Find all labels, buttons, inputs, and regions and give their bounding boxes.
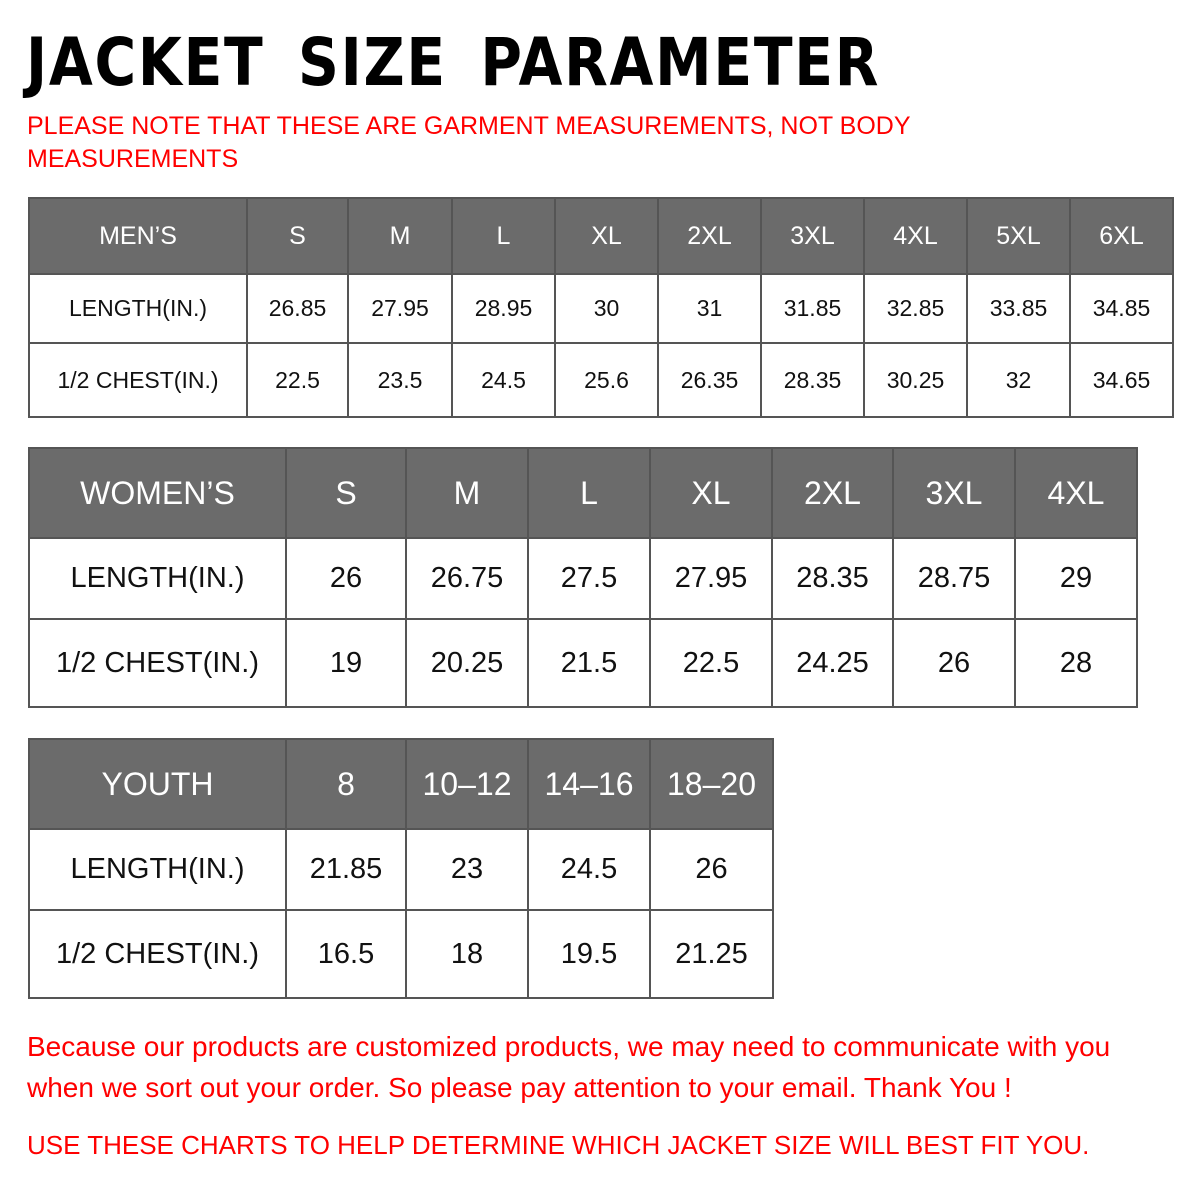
customization-notice: Because our products are customized prod…	[27, 1031, 1111, 1103]
table-row: LENGTH(IN.) 26.85 27.95 28.95 30 31 31.85 32.85…	[28, 273, 1174, 344]
measurement-value: 28	[1014, 618, 1138, 708]
measurement-value: 31.85	[760, 273, 865, 344]
measurement-value: 28.95	[451, 273, 556, 344]
category-label: WOMEN’S	[28, 447, 287, 539]
table-row: 1/2 CHEST(IN.) 19 20.25 21.5 22.5 24.25 26 28	[28, 618, 1138, 708]
measurement-value: 34.65	[1069, 342, 1174, 418]
size-header: 6XL	[1069, 197, 1174, 275]
womens-size-table: WOMEN’S S M L XL 2XL 3XL 4XL LENGTH(IN.) 26 26.75 2…	[28, 447, 1138, 708]
fit-advice: USE THESE CHARTS TO HELP DETERMINE WHICH…	[27, 1130, 1090, 1160]
measurement-value: 22.5	[246, 342, 349, 418]
measurement-value: 26	[649, 828, 774, 911]
measurement-label: 1/2 CHEST(IN.)	[28, 618, 287, 708]
size-header: S	[285, 447, 407, 539]
measurement-value: 27.95	[649, 537, 773, 620]
size-header: 5XL	[966, 197, 1071, 275]
measurement-label: LENGTH(IN.)	[28, 273, 248, 344]
page-title: JACKET SIZE PARAMETER	[26, 24, 881, 101]
measurement-value: 30	[554, 273, 659, 344]
header-row: WOMEN’S S M L XL 2XL 3XL 4XL	[28, 447, 1138, 539]
measurement-value: 26.75	[405, 537, 529, 620]
youth-size-table: YOUTH 8 10–12 14–16 18–20 LENGTH(IN.) 21.85 23 2…	[28, 738, 774, 999]
size-header: 18–20	[649, 738, 774, 830]
size-header: M	[405, 447, 529, 539]
header-row: YOUTH 8 10–12 14–16 18–20	[28, 738, 774, 830]
measurement-value: 31	[657, 273, 762, 344]
size-header: 3XL	[892, 447, 1016, 539]
measurement-value: 22.5	[649, 618, 773, 708]
measurement-value: 19.5	[527, 909, 651, 999]
size-header: XL	[649, 447, 773, 539]
measurement-value: 28.35	[771, 537, 894, 620]
size-header: 8	[285, 738, 407, 830]
measurement-value: 24.25	[771, 618, 894, 708]
measurement-value: 23.5	[347, 342, 453, 418]
measurement-note: PLEASE NOTE THAT THESE ARE GARMENT MEASU…	[27, 112, 911, 173]
size-header: 2XL	[771, 447, 894, 539]
measurement-value: 28.35	[760, 342, 865, 418]
measurement-label: 1/2 CHEST(IN.)	[28, 909, 287, 999]
table-row: LENGTH(IN.) 21.85 23 24.5 26	[28, 828, 774, 911]
measurement-value: 27.95	[347, 273, 453, 344]
measurement-value: 18	[405, 909, 529, 999]
measurement-value: 19	[285, 618, 407, 708]
measurement-value: 26.35	[657, 342, 762, 418]
measurement-value: 21.5	[527, 618, 651, 708]
size-header: 2XL	[657, 197, 762, 275]
measurement-value: 26	[892, 618, 1016, 708]
measurement-value: 25.6	[554, 342, 659, 418]
table-row: LENGTH(IN.) 26 26.75 27.5 27.95 28.35 28.75 29	[28, 537, 1138, 620]
measurement-value: 24.5	[527, 828, 651, 911]
measurement-value: 28.75	[892, 537, 1016, 620]
measurement-label: LENGTH(IN.)	[28, 828, 287, 911]
size-header: M	[347, 197, 453, 275]
category-label: YOUTH	[28, 738, 287, 830]
size-header: 10–12	[405, 738, 529, 830]
measurement-value: 33.85	[966, 273, 1071, 344]
measurement-value: 24.5	[451, 342, 556, 418]
measurement-value: 32.85	[863, 273, 968, 344]
measurement-value: 26.85	[246, 273, 349, 344]
measurement-value: 30.25	[863, 342, 968, 418]
measurement-value: 29	[1014, 537, 1138, 620]
measurement-label: 1/2 CHEST(IN.)	[28, 342, 248, 418]
measurement-value: 20.25	[405, 618, 529, 708]
mens-size-table: MEN’S S M L XL 2XL 3XL 4XL 5XL 6XL LENGTH(IN.) 26.8…	[28, 197, 1174, 418]
category-label: MEN’S	[28, 197, 248, 275]
measurement-value: 26	[285, 537, 407, 620]
size-header: 14–16	[527, 738, 651, 830]
measurement-value: 32	[966, 342, 1071, 418]
table-row: 1/2 CHEST(IN.) 22.5 23.5 24.5 25.6 26.35 28.35…	[28, 342, 1174, 418]
measurement-label: LENGTH(IN.)	[28, 537, 287, 620]
measurement-value: 34.85	[1069, 273, 1174, 344]
size-header: XL	[554, 197, 659, 275]
size-header: 4XL	[863, 197, 968, 275]
size-header: L	[451, 197, 556, 275]
table-row: 1/2 CHEST(IN.) 16.5 18 19.5 21.25	[28, 909, 774, 999]
size-header: 4XL	[1014, 447, 1138, 539]
measurement-value: 16.5	[285, 909, 407, 999]
measurement-value: 21.25	[649, 909, 774, 999]
size-header: 3XL	[760, 197, 865, 275]
measurement-value: 21.85	[285, 828, 407, 911]
size-header: S	[246, 197, 349, 275]
header-row: MEN’S S M L XL 2XL 3XL 4XL 5XL 6XL	[28, 197, 1174, 275]
size-header: L	[527, 447, 651, 539]
measurement-value: 23	[405, 828, 529, 911]
measurement-value: 27.5	[527, 537, 651, 620]
